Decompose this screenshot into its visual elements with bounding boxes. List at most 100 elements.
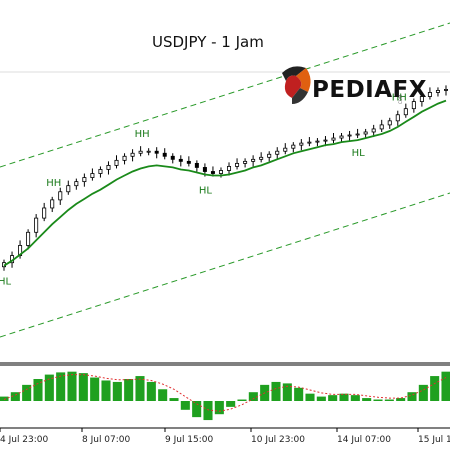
- x-tick-label: 15 Jul 1: [418, 435, 450, 445]
- histogram-bar: [67, 371, 77, 401]
- pediafx-logo: PEDIAFX COM: [282, 66, 426, 104]
- candle-body: [50, 199, 55, 209]
- candle-body: [275, 150, 280, 155]
- swing-annotations: HL HH HH HL HL HH: [0, 93, 407, 288]
- histogram-bar: [214, 401, 224, 415]
- swing-label-hh: HH: [135, 129, 150, 140]
- candle-body: [235, 162, 240, 167]
- histogram-bar: [407, 392, 417, 401]
- histogram-bar: [158, 389, 168, 401]
- candle-body: [162, 152, 167, 157]
- histogram-bar: [56, 372, 66, 401]
- histogram-bar: [101, 380, 111, 401]
- candle-body: [34, 217, 39, 233]
- histogram-bar: [78, 373, 88, 401]
- candle-body: [339, 135, 344, 139]
- moving-average-series: [3, 99, 447, 267]
- histogram-bar: [418, 384, 428, 401]
- x-tick-label: 9 Jul 15:00: [165, 435, 214, 445]
- candle-body: [74, 181, 79, 187]
- candle-body: [323, 139, 328, 142]
- candle-body: [194, 162, 199, 168]
- chart-title: USDJPY - 1 Jam: [152, 33, 264, 51]
- candle-body: [106, 165, 111, 170]
- candle-body: [419, 96, 424, 102]
- histogram-bar: [384, 399, 394, 401]
- candle-body: [259, 156, 264, 160]
- candle-body: [291, 144, 296, 149]
- histogram-bar: [328, 395, 338, 401]
- candle-body: [90, 173, 95, 178]
- candlestick-series: [2, 85, 448, 271]
- candle-body: [170, 155, 175, 160]
- histogram-bar: [396, 398, 406, 401]
- histogram-bar: [305, 393, 315, 401]
- histogram-bar: [294, 387, 304, 401]
- histogram-bar: [350, 395, 360, 401]
- candle-body: [186, 160, 191, 164]
- histogram-bar: [124, 379, 134, 401]
- moving-average-line: [3, 99, 447, 267]
- candle-body: [395, 114, 400, 122]
- candle-body: [387, 120, 392, 126]
- candle-body: [138, 150, 143, 154]
- candle-body: [243, 160, 248, 164]
- histogram-bar: [271, 381, 281, 401]
- histogram-bar: [282, 383, 292, 401]
- histogram-bar: [169, 398, 179, 401]
- candle-body: [66, 185, 71, 193]
- candle-body: [363, 131, 368, 135]
- candle-body: [218, 170, 223, 174]
- candle-body: [122, 155, 127, 161]
- brand-sub: COM: [398, 94, 403, 104]
- histogram-bar: [10, 392, 20, 401]
- candle-body: [82, 177, 87, 183]
- oscillator-histogram: [0, 371, 450, 421]
- histogram-bar: [441, 371, 450, 401]
- candle-body: [411, 101, 416, 110]
- histogram-bar: [203, 401, 213, 421]
- histogram-bar: [339, 393, 349, 401]
- candle-body: [42, 207, 47, 219]
- candle-body: [403, 108, 408, 116]
- candle-body: [178, 158, 183, 162]
- channel-lower-line: [0, 192, 450, 338]
- histogram-bar: [362, 398, 372, 401]
- histogram-bar: [44, 374, 54, 401]
- histogram-bar: [22, 384, 32, 401]
- candle-body: [435, 90, 440, 93]
- histogram-bar: [430, 376, 440, 401]
- candle-body: [283, 147, 288, 152]
- candle-body: [130, 152, 135, 157]
- x-tick-label: 14 Jul 07:00: [337, 435, 391, 445]
- candle-body: [427, 92, 432, 97]
- histogram-bar: [237, 399, 247, 401]
- x-tick-label: 8 Jul 07:00: [82, 435, 131, 445]
- candle-body: [98, 169, 103, 174]
- swing-label-hh: HH: [392, 93, 407, 104]
- histogram-bar: [180, 401, 190, 410]
- histogram-bar: [146, 381, 156, 401]
- histogram-bar: [135, 376, 145, 401]
- histogram-bar: [112, 381, 122, 401]
- histogram-bar: [33, 379, 43, 401]
- swing-label-hl: HL: [0, 277, 12, 288]
- histogram-bar: [0, 396, 9, 401]
- swing-label-hl: HL: [352, 148, 366, 159]
- candle-body: [355, 133, 360, 136]
- histogram-bar: [192, 401, 202, 418]
- candle-body: [267, 153, 272, 158]
- candle-body: [331, 137, 336, 141]
- histogram-bar: [316, 396, 326, 401]
- x-tick-label: 10 Jul 23:00: [251, 435, 305, 445]
- x-tick-label: 4 Jul 23:00: [0, 435, 49, 445]
- trend-channel: [0, 22, 450, 338]
- candle-body: [146, 150, 151, 153]
- candle-body: [58, 191, 63, 201]
- candle-body: [379, 124, 384, 130]
- candle-body: [227, 166, 232, 171]
- candle-body: [251, 158, 256, 162]
- candle-body: [154, 150, 159, 154]
